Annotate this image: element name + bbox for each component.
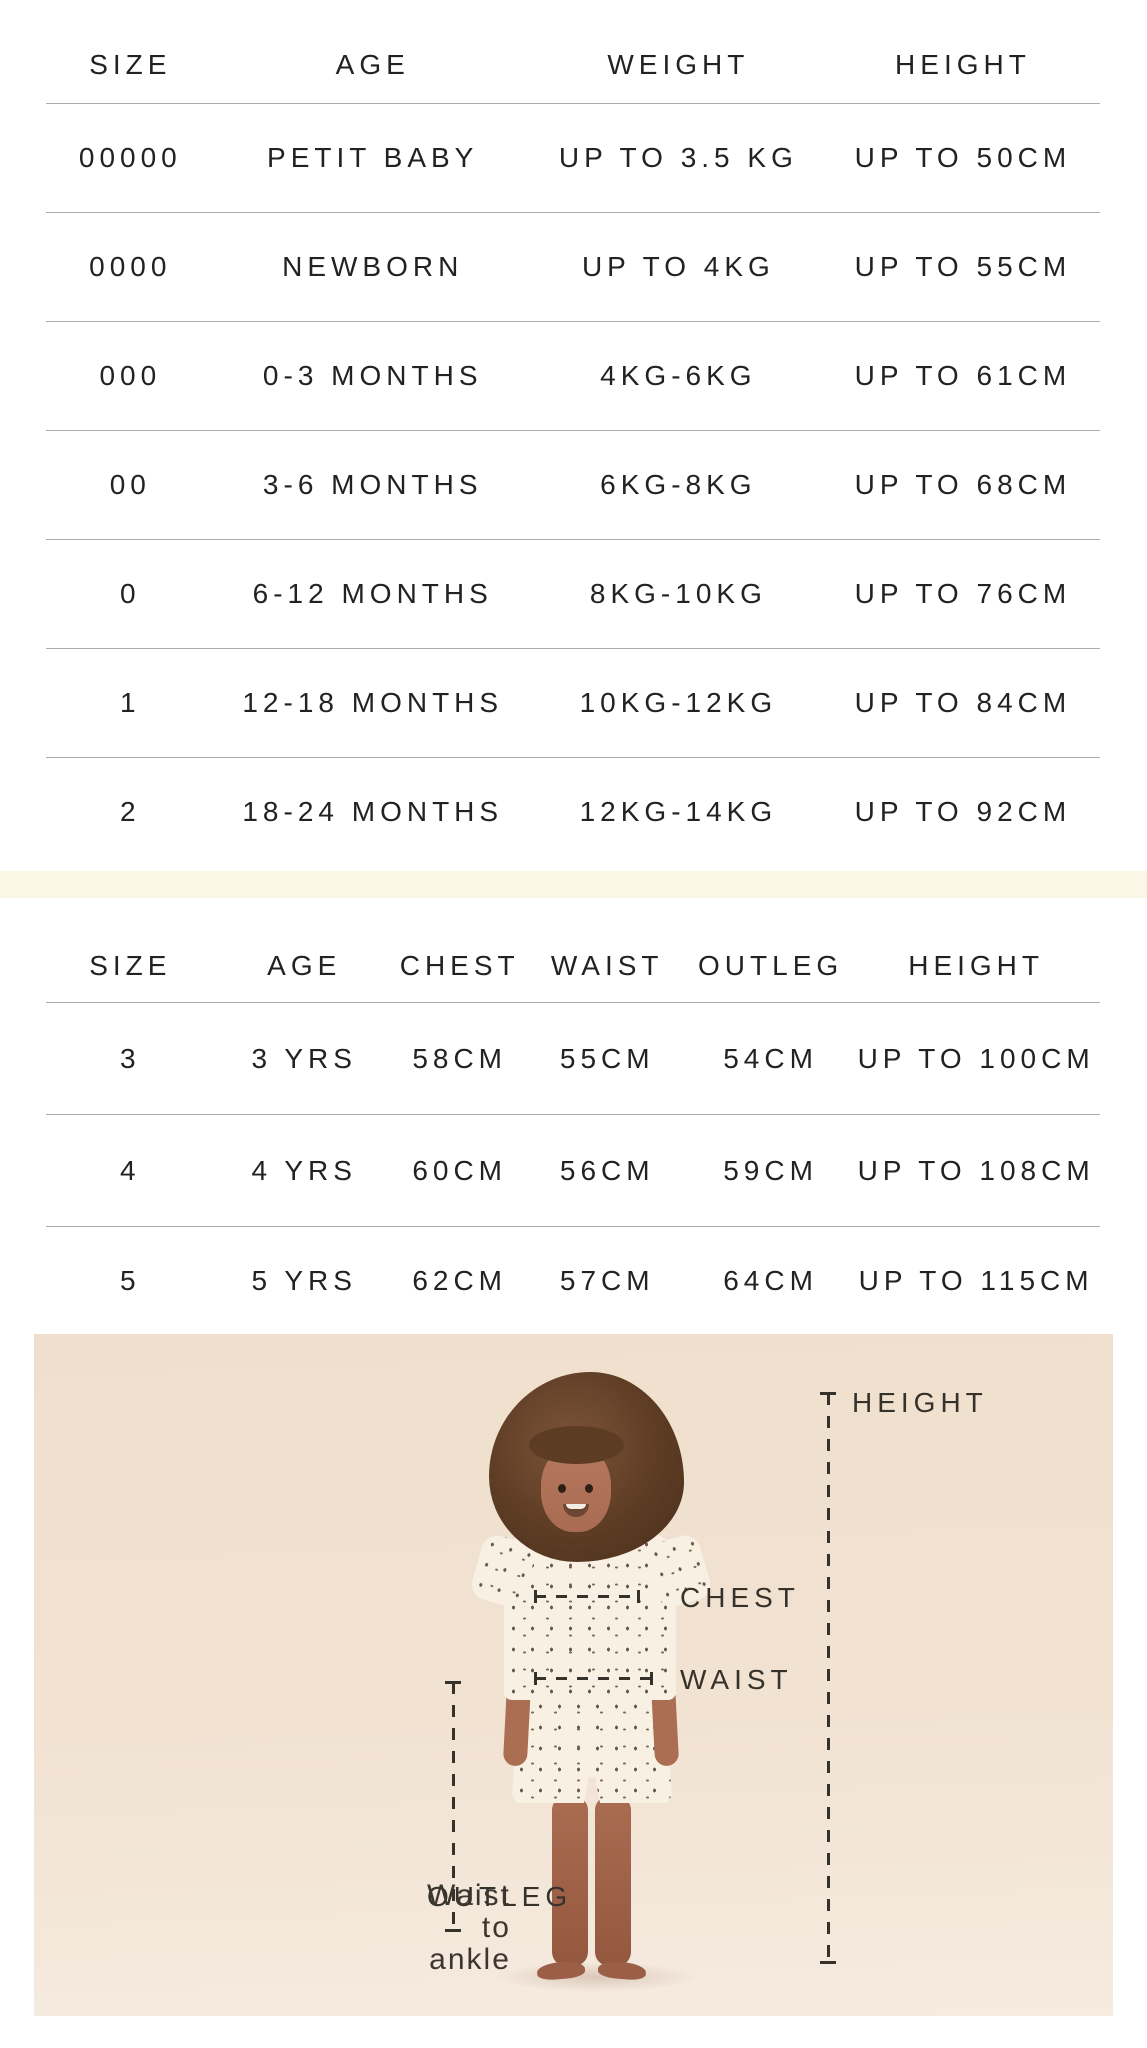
table-row: 0000 NEWBORN UP TO 4KG UP TO 55CM <box>46 213 1100 322</box>
column-header-size: SIZE <box>89 49 172 80</box>
size-value: 3 <box>120 1042 141 1074</box>
chest-line-right-tick <box>637 1590 640 1603</box>
child-hair-fringe <box>529 1426 624 1464</box>
size-value: 5 <box>120 1264 141 1296</box>
weight-value: 6KG-8KG <box>600 469 757 500</box>
height-value: UP TO 68CM <box>854 469 1072 500</box>
weight-value: 10KG-12KG <box>579 687 778 718</box>
baby-table-header-row: SIZE AGE WEIGHT HEIGHT <box>46 0 1100 104</box>
age-value: 4 YRS <box>251 1154 357 1186</box>
outleg-value: 64CM <box>723 1264 818 1296</box>
table-row: 4 4 YRS 60CM 56CM 59CM UP TO 108CM <box>46 1115 1100 1227</box>
column-header-age: AGE <box>335 49 410 80</box>
outleg-value: 54CM <box>723 1042 818 1074</box>
age-value: 5 YRS <box>251 1264 357 1296</box>
column-header-height: HEIGHT <box>908 950 1044 981</box>
weight-value: 4KG-6KG <box>600 360 757 391</box>
table-row: 000 0-3 MONTHS 4KG-6KG UP TO 61CM <box>46 322 1100 431</box>
column-header-height: HEIGHT <box>895 49 1031 80</box>
outleg-measure-line <box>452 1682 455 1931</box>
age-value: PETIT BABY <box>267 142 479 173</box>
table-row: 00 3-6 MONTHS 6KG-8KG UP TO 68CM <box>46 431 1100 540</box>
outleg-line-bottom-cap <box>445 1929 461 1932</box>
age-value: 12-18 MONTHS <box>242 687 504 718</box>
weight-value: UP TO 3.5 KG <box>558 142 798 173</box>
age-value: 0-3 MONTHS <box>262 360 483 391</box>
height-value: UP TO 76CM <box>854 578 1072 609</box>
age-value: 3 YRS <box>251 1042 357 1074</box>
chest-measure-line <box>535 1595 640 1598</box>
size-value: 000 <box>99 360 162 391</box>
table-row: 3 3 YRS 58CM 55CM 54CM UP TO 100CM <box>46 1003 1100 1115</box>
column-header-age: AGE <box>267 950 342 981</box>
size-value: 2 <box>120 796 141 827</box>
waist-measure-line <box>535 1677 653 1680</box>
child-right-leg <box>595 1796 631 1966</box>
height-measure-line <box>827 1393 830 1963</box>
height-annotation-label: HEIGHT <box>852 1387 988 1418</box>
column-header-waist: WAIST <box>550 950 664 981</box>
child-shorts <box>512 1696 672 1803</box>
table-row: 1 12-18 MONTHS 10KG-12KG UP TO 84CM <box>46 649 1100 758</box>
age-value: 3-6 MONTHS <box>262 469 483 500</box>
waist-value: 56CM <box>559 1154 655 1186</box>
height-value: UP TO 55CM <box>854 251 1072 282</box>
floor-shadow <box>496 1962 696 1992</box>
baby-size-table: SIZE AGE WEIGHT HEIGHT 00000 PETIT BABY … <box>46 0 1100 866</box>
height-value: UP TO 50CM <box>854 142 1072 173</box>
size-value: 0 <box>120 578 141 609</box>
waist-line-left-tick <box>534 1672 537 1685</box>
height-value: UP TO 61CM <box>854 360 1072 391</box>
height-line-bottom-cap <box>820 1961 836 1964</box>
table-row: 5 5 YRS 62CM 57CM 64CM UP TO 115CM <box>46 1227 1100 1334</box>
age-value: 6-12 MONTHS <box>252 578 493 609</box>
height-value: UP TO 92CM <box>854 796 1072 827</box>
chest-value: 62CM <box>412 1264 508 1296</box>
toddler-table-header-row: SIZE AGE CHEST WAIST OUTLEG HEIGHT <box>46 898 1100 1003</box>
height-line-top-cap <box>820 1392 836 1395</box>
column-header-outleg: OUTLEG <box>698 950 844 981</box>
size-value: 0000 <box>89 251 172 282</box>
chest-annotation-label: CHEST <box>680 1582 800 1613</box>
waist-value: 57CM <box>559 1264 655 1296</box>
height-value: UP TO 108CM <box>857 1154 1095 1186</box>
section-divider-band <box>0 871 1147 898</box>
toddler-size-table: SIZE AGE CHEST WAIST OUTLEG HEIGHT 3 3 Y… <box>46 898 1100 1334</box>
column-header-chest: CHEST <box>399 950 520 981</box>
column-header-size: SIZE <box>89 950 172 981</box>
column-header-weight: WEIGHT <box>607 49 750 80</box>
table-row: 2 18-24 MONTHS 12KG-14KG UP TO 92CM <box>46 758 1100 866</box>
size-value: 00 <box>109 469 151 500</box>
height-value: UP TO 84CM <box>854 687 1072 718</box>
table-row: 0 6-12 MONTHS 8KG-10KG UP TO 76CM <box>46 540 1100 649</box>
waist-line-right-tick <box>650 1672 653 1685</box>
child-left-leg <box>552 1796 588 1966</box>
chest-value: 58CM <box>412 1042 508 1074</box>
waist-annotation-label: WAIST <box>680 1664 793 1695</box>
height-value: UP TO 100CM <box>857 1042 1095 1074</box>
size-value: 00000 <box>78 142 182 173</box>
waist-value: 55CM <box>559 1042 655 1074</box>
size-value: 1 <box>120 687 141 718</box>
height-value: UP TO 115CM <box>858 1264 1094 1296</box>
outleg-line-top-cap <box>445 1681 461 1684</box>
child-smile <box>563 1504 589 1517</box>
age-value: 18-24 MONTHS <box>242 796 504 827</box>
child-eye <box>585 1484 593 1493</box>
measurement-diagram-photo: HEIGHT CHEST WAIST OUTLEG Waist to ankle <box>34 1334 1113 2016</box>
chest-value: 60CM <box>412 1154 508 1186</box>
weight-value: 12KG-14KG <box>579 796 778 827</box>
size-value: 4 <box>120 1154 141 1186</box>
outleg-annotation-sublabel: Waist to ankle <box>427 1879 511 1976</box>
table-row: 00000 PETIT BABY UP TO 3.5 KG UP TO 50CM <box>46 104 1100 213</box>
age-value: NEWBORN <box>282 251 464 282</box>
weight-value: UP TO 4KG <box>581 251 775 282</box>
outleg-value: 59CM <box>723 1154 818 1186</box>
weight-value: 8KG-10KG <box>589 578 767 609</box>
chest-line-left-tick <box>534 1590 537 1603</box>
child-eye <box>558 1484 566 1493</box>
outleg-annotation-label: OUTLEG <box>427 1881 573 1912</box>
